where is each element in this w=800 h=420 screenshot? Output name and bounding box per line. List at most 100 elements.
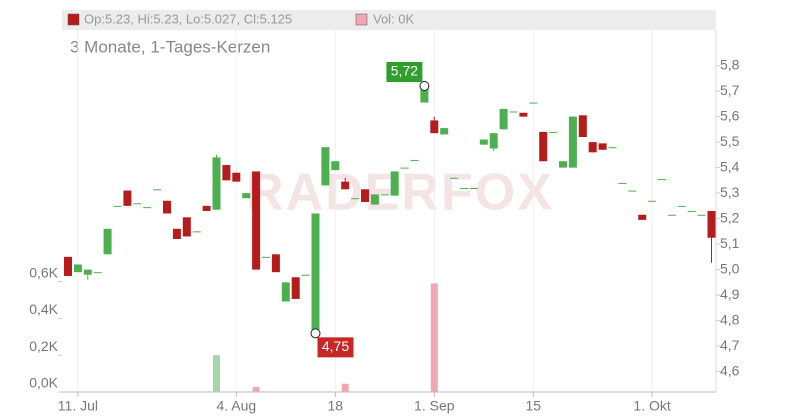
candle-body [103,228,112,255]
candle-body [301,274,310,276]
candle-body [707,210,716,238]
header-volume: Vol: 0K [373,11,415,26]
candle-body [559,161,567,168]
candle-body [440,128,449,135]
candle-body [578,115,587,137]
watermark: RADERFOX [246,164,554,222]
candle-body [133,203,142,205]
candle-body [687,210,696,212]
candle-body [618,182,627,184]
x-tick-label: 15 [526,398,542,414]
candle-body [499,108,508,130]
candle-body [479,139,488,145]
candle-body [192,231,201,233]
candle-body [549,131,558,133]
candle-body [539,131,548,162]
candle-body [222,165,231,181]
candle-body [390,171,399,196]
y-tick-label: 5,3 [720,184,740,200]
volume-tick-label: 0,2K [29,338,58,354]
candle-body [430,120,439,134]
candle-body [509,111,518,113]
volume-tick-label: 0,4K [29,301,58,317]
x-tick-label: 18 [328,398,344,414]
candle-body [242,193,251,199]
y-tick-label: 5,0 [720,260,740,276]
candle-body [410,159,419,161]
candle-body [212,157,221,210]
candle-body [460,188,468,189]
candle-body [361,189,369,203]
candle-body [529,102,538,104]
x-tick-label: 1. Sep [414,398,455,414]
candle-body [252,171,261,270]
candle-body [73,264,82,273]
subtitle: 3 Monate, 1-Tages-Kerzen [70,37,270,56]
x-tick-label: 4. Aug [216,398,256,414]
candle-body [123,190,132,206]
candle-body [667,214,676,216]
candle-body [598,143,607,150]
candle-body [64,256,72,276]
candle-body [489,133,498,149]
candle-body [202,205,211,211]
candle-body [163,200,171,214]
y-tick-label: 5,6 [720,107,740,123]
candle-body [291,277,300,299]
y-tick-label: 5,1 [720,235,740,251]
annotation-marker [419,81,430,91]
candle-body [420,87,429,103]
volume-bar [252,387,260,392]
candle-body [697,214,706,216]
candle-body [321,147,330,186]
candle-body [469,188,478,189]
y-tick-label: 5,2 [720,209,740,225]
volume-swatch [355,13,368,26]
y-tick-label: 5,8 [720,56,740,72]
candle-body [519,112,528,117]
candle-body [648,200,657,202]
volume-bar [341,383,349,392]
header-ohlc: Op:5.23, Hi:5.23, Lo:5.027, Cl:5.125 [84,11,292,26]
volume-tick-label: 0,6K [29,264,58,280]
y-tick-label: 4,7 [720,337,740,353]
annotation-marker [310,328,321,339]
annotation-label: 5,72 [391,63,418,79]
candle-body [568,116,577,168]
candle-body [93,272,102,274]
y-tick-label: 4,9 [720,286,740,302]
candle-body [608,147,617,149]
y-tick-label: 4,6 [720,362,740,378]
candle-body [370,194,379,205]
x-tick-label: 1. Okt [633,398,670,414]
candle-body [400,167,409,169]
volume-bar [213,355,220,392]
y-tick-label: 4,8 [720,311,740,327]
candle-body [588,142,597,153]
candle-body [143,207,152,209]
candle-body [341,181,350,190]
volume-bar [430,283,438,392]
x-tick-label: 11. Jul [58,398,98,414]
candle-body [331,161,340,171]
candle-body [271,254,280,273]
candle-body [677,205,686,207]
y-tick-label: 5,4 [720,158,740,174]
candle-body [450,177,459,179]
candle-body [380,194,389,196]
ohlc-swatch [67,13,80,26]
volume-tick-label: 0,0K [29,375,58,391]
candle-body [281,282,290,302]
candle-body [628,190,637,192]
candle-body [232,172,241,182]
y-tick-label: 5,7 [720,82,740,98]
candle-body [83,269,92,275]
candle-body [658,179,666,181]
annotation-box [386,62,423,82]
annotation-label: 4,75 [322,338,349,354]
y-tick-label: 5,5 [720,133,740,149]
candle-body [311,213,320,334]
annotation-box [317,337,354,358]
candle-body [638,214,647,220]
